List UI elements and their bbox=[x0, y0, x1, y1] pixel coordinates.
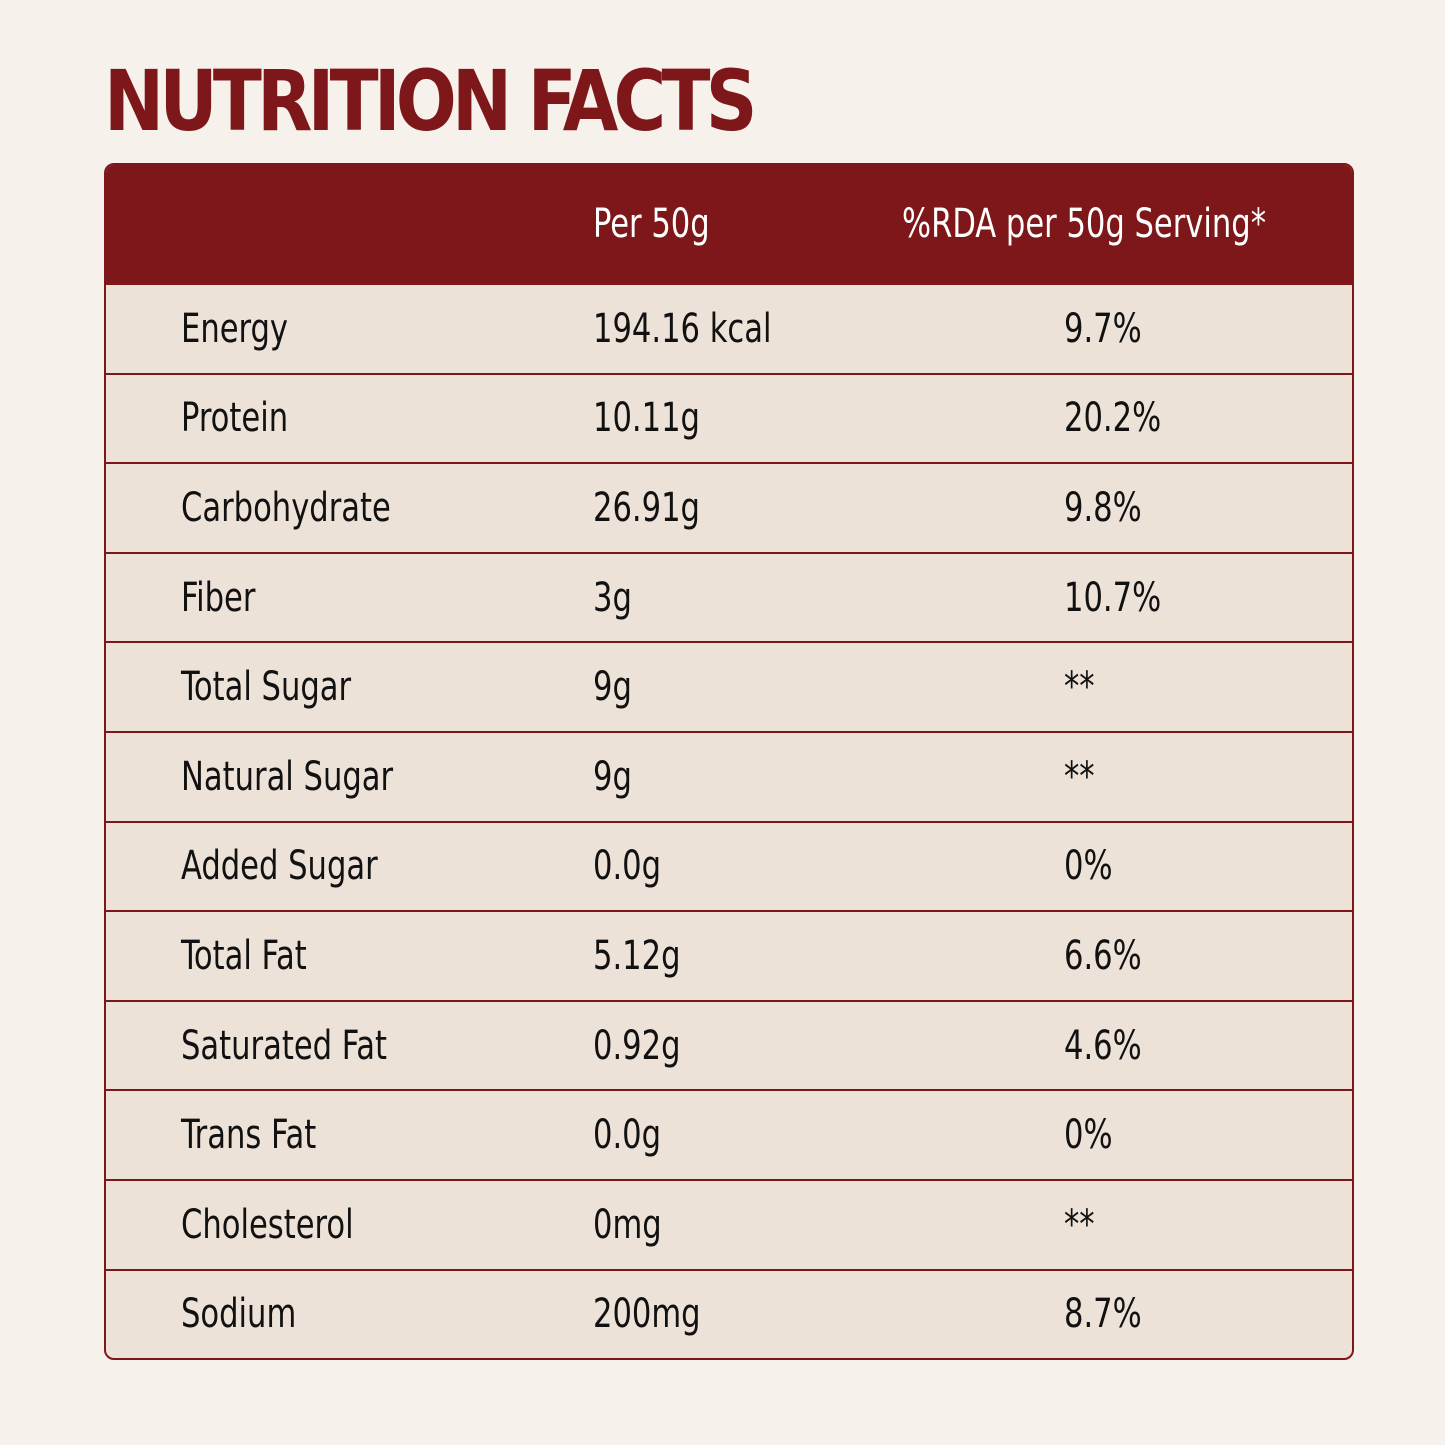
cell: Sodium bbox=[181, 1291, 297, 1338]
cell: 0.0g bbox=[593, 843, 662, 890]
table-row: Total Sugar 9g ** bbox=[106, 641, 1352, 731]
cell: 0% bbox=[1064, 1112, 1113, 1159]
table-row: Total Fat 5.12g 6.6% bbox=[106, 910, 1352, 1000]
cell: 8.7% bbox=[1064, 1291, 1142, 1338]
cell: Energy bbox=[181, 305, 289, 352]
cell: 200mg bbox=[593, 1291, 701, 1338]
table-row: Carbohydrate 26.91g 9.8% bbox=[106, 462, 1352, 552]
cell: 0.92g bbox=[593, 1022, 681, 1069]
table-row: Natural Sugar 9g ** bbox=[106, 730, 1352, 821]
cell: 3g bbox=[593, 574, 632, 621]
cell: 9.8% bbox=[1064, 484, 1142, 531]
table-row: Protein 10.11g 20.2% bbox=[106, 372, 1352, 463]
nutrition-table: Per 50g %RDA per 50g Serving* Energy 194.… bbox=[104, 163, 1354, 1361]
cell: 6.6% bbox=[1064, 932, 1142, 979]
table-row: Sodium 200mg 8.7% bbox=[106, 1268, 1352, 1359]
cell: 0% bbox=[1064, 843, 1113, 890]
cell: Saturated Fat bbox=[181, 1022, 388, 1069]
column-header: %RDA per 50g Serving* bbox=[902, 201, 1267, 247]
cell: 4.6% bbox=[1064, 1022, 1142, 1069]
table-row: Trans Fat 0.0g 0% bbox=[106, 1089, 1352, 1179]
table-row: Saturated Fat 0.92g 4.6% bbox=[106, 999, 1352, 1090]
table-row: Added Sugar 0.0g 0% bbox=[106, 820, 1352, 911]
cell: Trans Fat bbox=[181, 1112, 317, 1159]
header-row: Per 50g %RDA per 50g Serving* bbox=[106, 165, 1352, 283]
cell: Fiber bbox=[181, 574, 256, 621]
cell: Cholesterol bbox=[181, 1201, 354, 1248]
table-row: Cholesterol 0mg ** bbox=[106, 1178, 1352, 1269]
title: NUTRITION FACTS bbox=[104, 52, 757, 150]
cell: 0.0g bbox=[593, 1112, 662, 1159]
cell: 10.7% bbox=[1064, 574, 1162, 621]
cell: Total Sugar bbox=[181, 664, 352, 711]
cell: Protein bbox=[181, 395, 289, 442]
cell: 5.12g bbox=[593, 932, 681, 979]
cell: 20.2% bbox=[1064, 395, 1162, 442]
cell: Total Fat bbox=[181, 932, 307, 979]
cell: ** bbox=[1064, 753, 1095, 800]
cell: 9g bbox=[593, 664, 632, 711]
cell: 10.11g bbox=[593, 395, 700, 442]
table-row: Energy 194.16 kcal 9.7% bbox=[106, 283, 1352, 373]
table-row: Fiber 3g 10.7% bbox=[106, 551, 1352, 642]
cell: ** bbox=[1064, 664, 1095, 711]
cell: Natural Sugar bbox=[181, 753, 394, 800]
cell: 9.7% bbox=[1064, 305, 1142, 352]
cell: 26.91g bbox=[593, 484, 700, 531]
cell: 194.16 kcal bbox=[593, 305, 772, 352]
cell: 0mg bbox=[593, 1201, 662, 1248]
cell: Added Sugar bbox=[181, 843, 378, 890]
cell: Carbohydrate bbox=[181, 484, 391, 531]
cell: 9g bbox=[593, 753, 632, 800]
column-header: Per 50g bbox=[593, 201, 710, 247]
cell: ** bbox=[1064, 1201, 1095, 1248]
